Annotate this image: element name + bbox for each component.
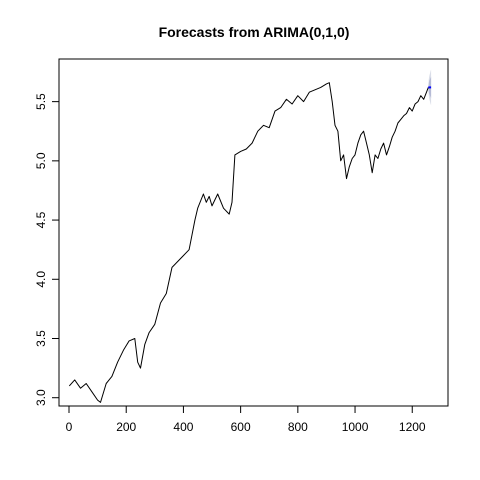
x-tick-label: 400 [173,420,193,434]
y-tick-label: 4.5 [34,211,48,228]
x-tick-label: 200 [116,420,136,434]
x-tick-label: 800 [288,420,308,434]
x-axis: 0 200 400 600 800 1000 1200 [66,405,426,434]
y-tick-label: 4.0 [34,271,48,288]
x-tick-label: 0 [66,420,73,434]
y-tick-label: 3.0 [34,389,48,406]
observed-line [68,82,429,403]
series-lines [68,82,432,403]
x-tick-label: 600 [231,420,251,434]
y-axis: 3.0 3.5 4.0 4.5 5.0 5.5 [34,93,60,406]
y-tick-label: 5.0 [34,152,48,169]
plot-frame [58,58,449,407]
y-tick-label: 3.5 [34,330,48,347]
y-tick-label: 5.5 [34,93,48,110]
chart-title: Forecasts from ARIMA(0,1,0) [159,24,350,40]
x-tick-label: 1000 [342,420,369,434]
x-tick-label: 1200 [399,420,426,434]
